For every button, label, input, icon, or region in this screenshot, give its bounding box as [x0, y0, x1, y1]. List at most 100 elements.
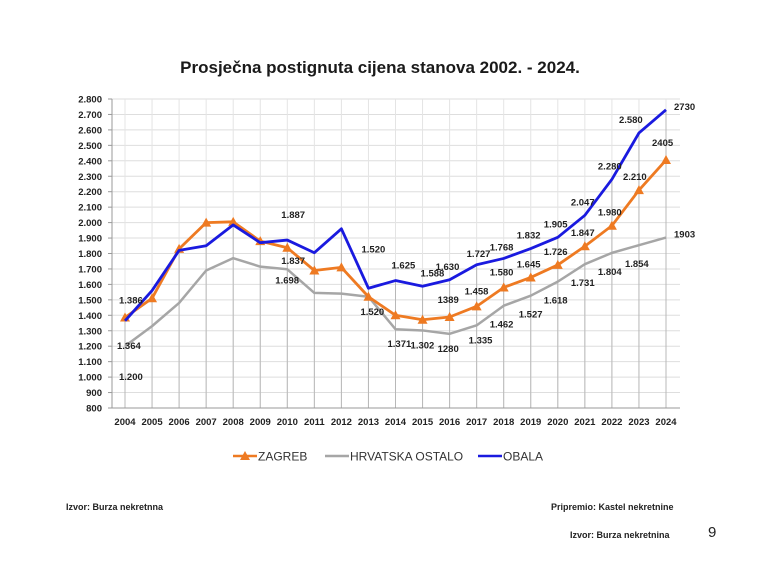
- data-label: 1.364: [117, 341, 141, 352]
- legend-item-hrvatska-ostalo: HRVATSKA OSTALO: [325, 450, 463, 464]
- data-label: 1.832: [517, 231, 541, 242]
- data-label: 1.200: [119, 372, 143, 383]
- triangle-marker-icon: [147, 293, 158, 303]
- y-tick-label: 1.900: [78, 234, 102, 245]
- x-tick-label: 2017: [466, 417, 487, 428]
- page-number: 9: [708, 524, 717, 541]
- x-tick-label: 2008: [223, 417, 244, 428]
- svg-text:OBALA: OBALA: [503, 450, 543, 464]
- data-label: 1.698: [275, 275, 299, 286]
- legend-item-obala: OBALA: [478, 450, 543, 464]
- y-tick-label: 2.800: [78, 95, 102, 106]
- data-label: 1.386: [119, 295, 143, 306]
- y-tick-label: 1.200: [78, 342, 102, 353]
- data-label: 2.580: [619, 115, 643, 126]
- triangle-marker-icon: [579, 241, 590, 251]
- data-label: 1.731: [571, 278, 595, 289]
- triangle-marker-icon: [661, 155, 671, 165]
- chart-series: [120, 108, 671, 348]
- y-tick-label: 1.000: [78, 373, 102, 384]
- y-tick-label: 2.100: [78, 203, 102, 214]
- x-tick-label: 2005: [141, 417, 163, 428]
- triangle-marker-icon: [633, 185, 644, 195]
- data-label: 1.588: [421, 268, 445, 279]
- y-tick-label: 2.700: [78, 110, 102, 121]
- x-tick-label: 2022: [601, 417, 622, 428]
- legend-item-zagreb: ZAGREB: [233, 450, 307, 464]
- data-label: 2730: [674, 102, 695, 113]
- y-tick-label: 1.500: [78, 295, 102, 306]
- x-tick-label: 2024: [655, 417, 677, 428]
- y-tick-label: 800: [86, 404, 102, 415]
- y-tick-label: 1.800: [78, 249, 102, 260]
- x-tick-label: 2006: [169, 417, 190, 428]
- data-label: 1.645: [517, 259, 541, 270]
- data-label: 2.047: [571, 197, 595, 208]
- y-tick-label: 2.200: [78, 187, 102, 198]
- data-label: 1.335: [469, 335, 493, 346]
- data-label: 1.618: [544, 296, 568, 307]
- y-tick-label: 1.400: [78, 311, 102, 322]
- x-tick-label: 2015: [412, 417, 434, 428]
- y-tick-label: 2.000: [78, 218, 102, 229]
- data-label: 1903: [674, 230, 695, 241]
- data-labels: 1.386 1.364 1.200 1.887 1.837 1.698 1.520 1.520…: [117, 102, 695, 383]
- data-label: 2.280: [598, 161, 622, 172]
- y-tick-label: 2.500: [78, 141, 102, 152]
- data-label: 1.980: [598, 208, 622, 219]
- x-tick-label: 2013: [358, 417, 379, 428]
- y-tick-label: 900: [86, 388, 102, 399]
- chart-title: Prosječna postignuta cijena stanova 2002…: [180, 58, 580, 77]
- data-label: 1.302: [411, 340, 435, 351]
- triangle-marker-icon: [498, 282, 509, 292]
- data-label: 1.371: [388, 339, 412, 350]
- triangle-marker-icon: [309, 265, 320, 275]
- y-tick-label: 1.700: [78, 264, 102, 275]
- series-line-hrvatska-ostalo: [124, 236, 667, 348]
- x-tick-label: 2012: [331, 417, 352, 428]
- y-tick-label: 2.300: [78, 172, 102, 183]
- triangle-marker-icon: [201, 217, 212, 227]
- x-tick-label: 2011: [304, 417, 325, 428]
- data-label: 1.630: [436, 262, 460, 273]
- source-note: Izvor: Burza nekretnna: [66, 502, 164, 512]
- data-label: 1280: [438, 344, 459, 355]
- data-label: 1.462: [490, 320, 514, 331]
- x-tick-label: 2009: [250, 417, 271, 428]
- source-footer: Izvor: Burza nekretnina: [570, 530, 670, 540]
- x-tick-label: 2020: [547, 417, 568, 428]
- triangle-marker-icon: [363, 291, 374, 301]
- prepared-by-note: Pripremio: Kastel nekretnine: [551, 502, 674, 512]
- y-tick-label: 1.300: [78, 326, 102, 337]
- triangle-marker-icon: [282, 242, 293, 252]
- x-tick-label: 2016: [439, 417, 460, 428]
- data-label: 1.905: [544, 219, 568, 230]
- data-label: 1.854: [625, 259, 649, 270]
- chart-legend: ZAGREB HRVATSKA OSTALO OBALA: [233, 450, 543, 464]
- triangle-marker-icon: [336, 262, 347, 272]
- data-label: 1.726: [544, 247, 568, 258]
- data-label: 1.887: [281, 210, 305, 221]
- x-tick-label: 2007: [196, 417, 217, 428]
- data-label: 1.625: [392, 261, 416, 272]
- y-tick-label: 2.400: [78, 156, 102, 167]
- data-label: 1.768: [490, 242, 514, 253]
- data-label: 1.847: [571, 228, 595, 239]
- x-tick-label: 2018: [493, 417, 514, 428]
- x-tick-label: 2023: [628, 417, 649, 428]
- x-tick-label: 2010: [277, 417, 298, 428]
- x-tick-label: 2004: [114, 417, 136, 428]
- triangle-marker-icon: [606, 220, 617, 230]
- data-label: 1.580: [490, 267, 514, 278]
- data-label: 1.520: [360, 307, 384, 318]
- chart-grid: [112, 98, 680, 409]
- y-axis: 2.800 2.700 2.600 2.500 2.400 2.300 2.200 2.100…: [78, 95, 113, 415]
- triangle-marker-icon: [390, 310, 401, 320]
- svg-text:ZAGREB: ZAGREB: [258, 450, 307, 464]
- triangle-marker-icon: [228, 216, 239, 226]
- data-label: 2.210: [623, 172, 647, 183]
- data-label: 1.520: [362, 245, 386, 256]
- data-label: 1.804: [598, 267, 622, 278]
- triangle-marker-icon: [552, 259, 563, 269]
